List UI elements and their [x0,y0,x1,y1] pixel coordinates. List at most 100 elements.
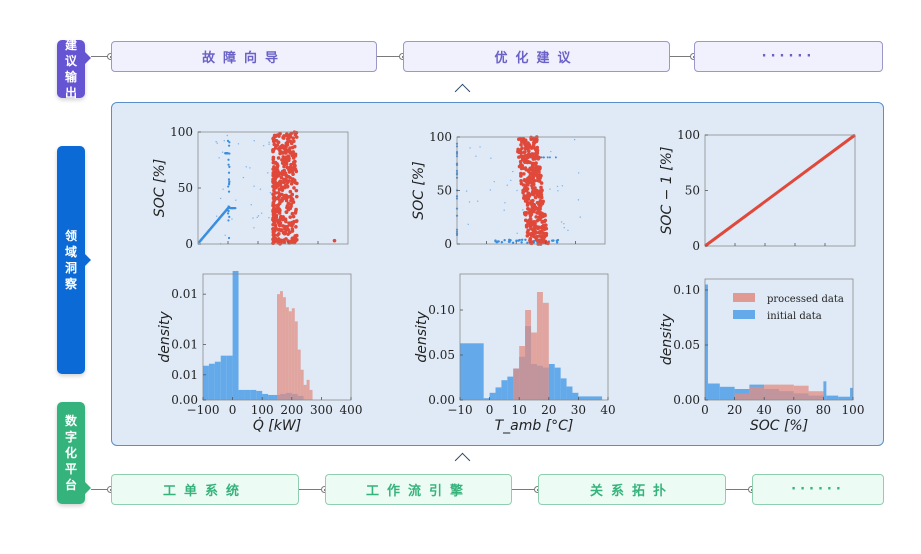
data-point-processed [271,231,276,235]
data-point-processed [522,150,526,155]
data-point-initial [242,176,245,179]
node-fault-guide[interactable]: 故障向导 [111,41,377,72]
data-point-processed [534,215,538,219]
data-point-initial [226,139,230,142]
data-point-processed [276,173,281,178]
chart-scatter-tamb-soc: 0 50 100 SOC [%] [411,130,606,251]
data-point-processed [540,201,545,206]
x-axis-label: SOC [%] [750,418,808,434]
y-tick-label: 50 [437,184,452,198]
data-point-processed [516,137,521,142]
data-point-processed [287,221,291,226]
data-point-processed [532,179,537,183]
data-point-processed [537,170,541,174]
data-point-initial [229,207,232,210]
data-point-processed [284,219,288,224]
node-more[interactable]: ······ [752,474,884,505]
data-point-processed [293,167,298,172]
x-tick-label: 0 [486,403,494,417]
data-point-initial [468,201,471,203]
data-point-processed [271,173,276,178]
node-work-order-system[interactable]: 工单系统 [111,474,299,505]
data-point-initial [517,239,520,242]
data-point-processed [273,236,278,241]
data-point-initial [563,222,565,225]
data-point-processed [521,190,525,195]
pointer-arrow [85,482,91,494]
data-point-initial [253,140,255,142]
data-point-processed [542,239,546,244]
data-point-processed [527,152,531,157]
node-workflow-engine[interactable]: 工作流引擎 [325,474,512,505]
node-optimization-advice[interactable]: 优化建议 [403,41,670,72]
layer-label-domain-insight: 领域洞察 [57,146,91,374]
histogram-bar-initial [566,386,573,400]
data-point-processed [540,225,544,229]
data-point-processed [533,186,537,190]
data-point-processed [271,208,276,212]
data-point-initial [577,172,580,174]
data-point-initial [260,212,263,214]
data-point-processed [292,160,296,164]
data-point-initial [215,215,218,217]
data-point-initial [510,179,512,182]
y-tick-label: 50 [178,181,193,195]
histogram-bar-initial [572,392,579,400]
data-point-initial [228,215,231,218]
histogram-bar-initial [262,393,269,400]
data-point-processed [524,199,529,203]
data-point-processed [538,213,543,217]
node-label: ······ [761,49,816,64]
y-tick-label: 0 [444,237,452,251]
data-point-initial [215,141,217,143]
node-more[interactable]: ······ [694,41,883,72]
data-point-initial [489,189,492,191]
chart-hist-tamb: 0.00 0.05 0.10 −10 0 10 20 30 40 density T_amb [°C… [414,273,616,434]
data-point-processed [529,146,534,150]
data-point-processed [284,195,289,199]
data-point-initial [227,171,231,174]
histogram-bar-processed [536,292,543,400]
data-point-initial [520,241,523,244]
data-point-processed [521,154,526,159]
data-point-processed [275,219,280,223]
connector-line [91,489,111,490]
data-point-processed [277,211,282,215]
pointer-arrow [85,254,91,266]
data-point-processed [271,202,276,206]
data-point-initial [497,240,500,243]
data-point-processed [526,141,530,145]
data-point-initial [561,185,564,187]
histogram-bar-processed [297,349,301,400]
data-point-initial [490,157,492,159]
data-point-processed [522,211,527,215]
data-point-initial [222,188,224,190]
y-tick-label: 100 [677,128,700,142]
data-point-initial [224,234,226,236]
data-point-processed [531,230,536,235]
y-tick-label: 0.00 [428,393,455,407]
data-point-initial [555,239,559,242]
node-relation-topology[interactable]: 关系拓扑 [538,474,726,505]
histogram-bar-processed [277,294,280,400]
data-point-processed [542,226,547,231]
x-tick-label: 20 [727,403,742,417]
data-point-processed [283,148,288,153]
data-point-initial [262,145,265,147]
data-point-initial [227,190,231,193]
data-point-initial [554,156,557,159]
data-point-processed [532,202,537,207]
x-tick-label: 10 [512,403,527,417]
data-point-processed [286,137,290,141]
data-point-initial [221,151,224,153]
data-point-processed [522,196,526,200]
data-point-processed [538,240,543,245]
histogram-bar-initial [232,270,239,400]
x-tick-label: 20 [541,403,556,417]
layer-label-text: 领域洞察 [64,229,77,291]
data-point-processed [271,148,275,153]
data-point-processed [282,185,287,190]
node-label: 关系拓扑 [589,484,674,499]
histogram-bar-processed [519,346,526,400]
data-point-processed [525,230,530,235]
